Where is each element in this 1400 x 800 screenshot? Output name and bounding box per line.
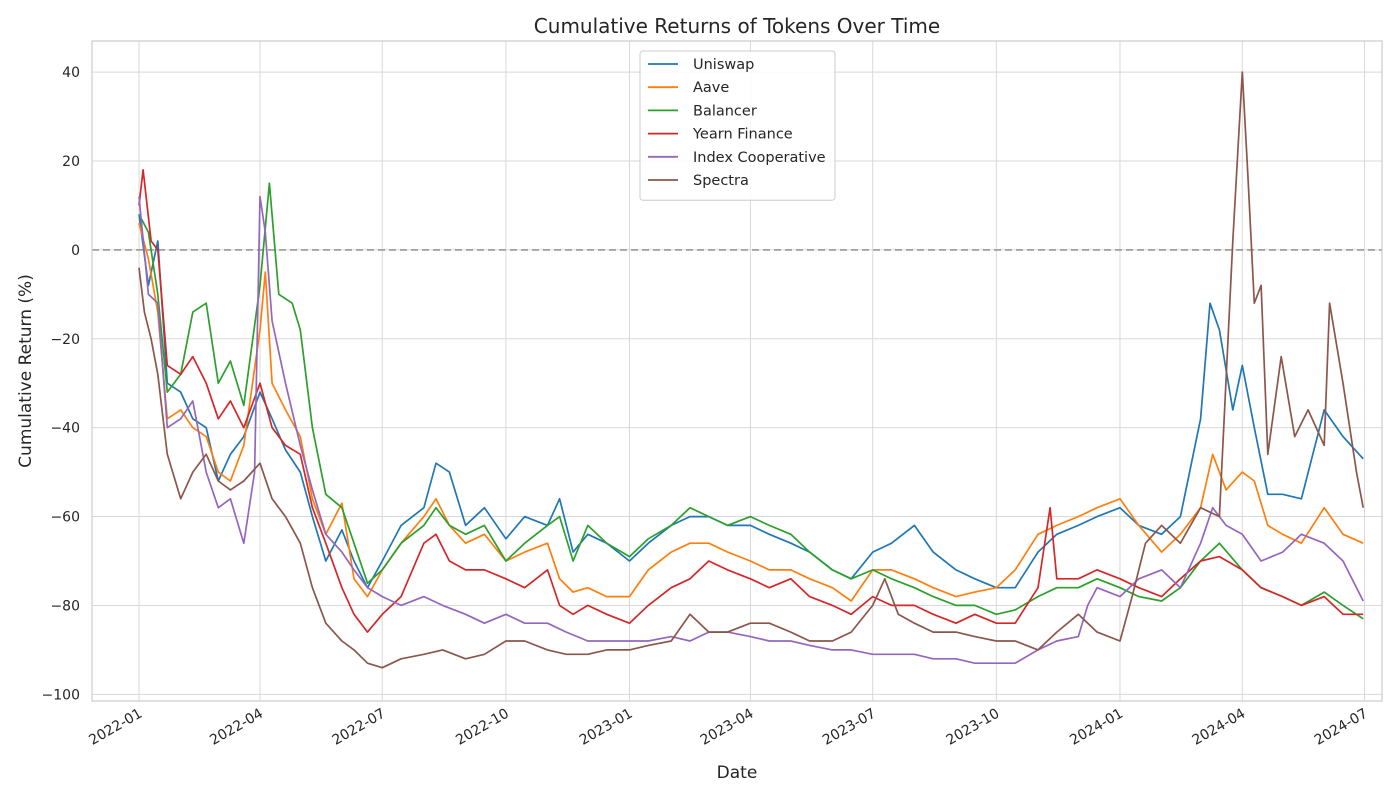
series-line-uniswap <box>138 214 1364 589</box>
y-tick-label: 40 <box>62 65 80 81</box>
series-line-spectra <box>138 71 1365 669</box>
y-tick-labels: −100 −80 −60 −40 −20 0 20 40 <box>42 65 80 703</box>
y-tick-label: −80 <box>50 598 80 614</box>
series-line-yearn-finance <box>138 169 1364 633</box>
y-tick-label: −40 <box>50 421 80 437</box>
legend-label: Index Cooperative <box>693 150 826 166</box>
y-tick-label: −100 <box>42 687 80 703</box>
chart-title: Cumulative Returns of Tokens Over Time <box>534 14 940 38</box>
legend-box <box>639 50 836 201</box>
grid <box>92 41 1382 701</box>
x-axis-title: Date <box>717 763 758 783</box>
y-axis-title: Cumulative Return (%) <box>16 274 36 468</box>
legend-label: Aave <box>693 80 729 96</box>
legend-label: Spectra <box>693 173 749 189</box>
y-tick-label: 20 <box>62 154 80 170</box>
y-tick-label: 0 <box>71 243 80 259</box>
plot-frame <box>91 40 1383 702</box>
y-tick-label: −20 <box>50 332 80 348</box>
legend-label: Balancer <box>693 103 757 119</box>
legend-label: Yearn Finance <box>692 127 793 143</box>
series-line-index-cooperative <box>138 195 1364 665</box>
y-tick-label: −60 <box>50 510 80 526</box>
legend-label: Uniswap <box>693 57 754 73</box>
legend: Uniswap Aave Balancer Yearn Finance Index Co… <box>639 50 836 201</box>
series-line-aave <box>138 222 1364 602</box>
series-lines <box>138 71 1365 669</box>
